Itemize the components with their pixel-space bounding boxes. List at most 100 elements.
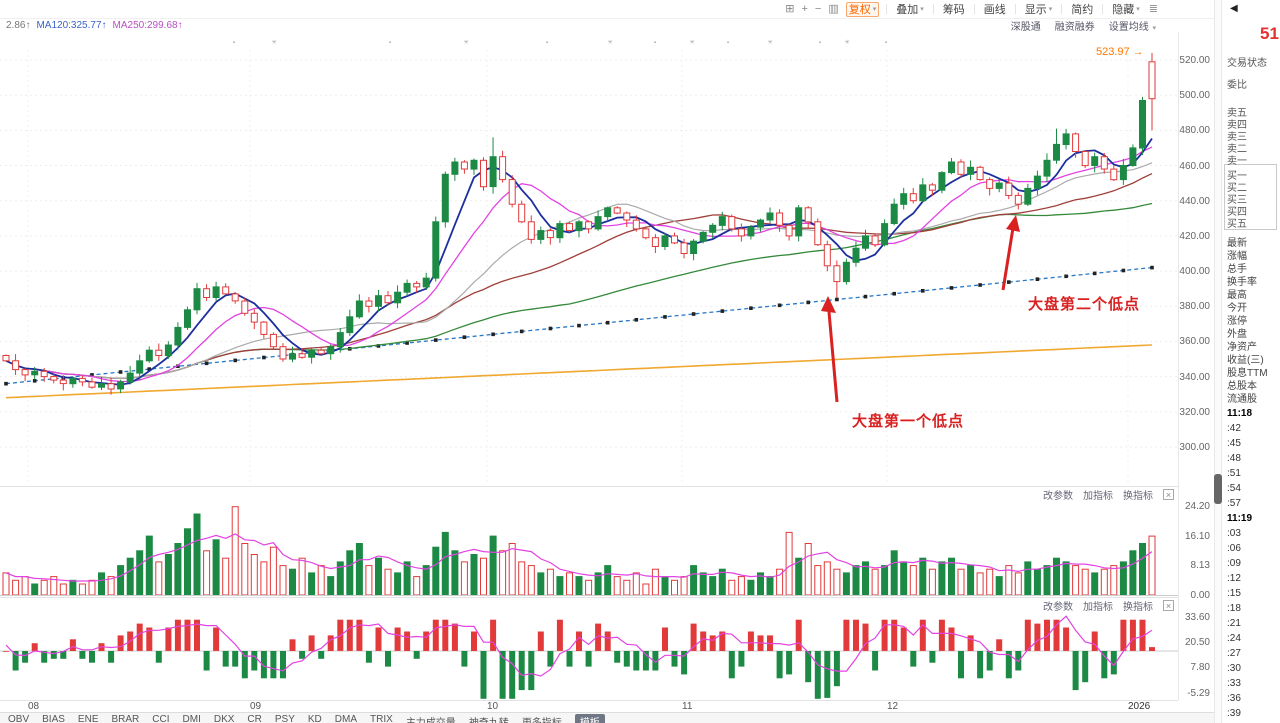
annotation-second-low: 大盘第二个低点 [1028,296,1141,313]
buy-level-label[interactable]: 买二 [1227,183,1247,194]
change-params-button[interactable]: 改参数 [1043,491,1073,502]
ma-value-partial: 2.86↑ [6,20,31,31]
annotation-first-low: 大盘第一个低点 [852,413,965,430]
candlestick-layer [2,53,1156,395]
close-panel-icon[interactable]: × [1163,489,1174,500]
caret-down-icon: ▾ [1136,6,1140,13]
fuquan-label: 复权 [848,4,871,16]
tick-time-label: :15 [1227,588,1241,599]
collapse-sidebar-icon[interactable]: ◀ [1230,3,1238,14]
set-ma-link[interactable]: 设置均线 ▾ [1108,22,1156,33]
indicator-tab[interactable]: OBV [8,714,30,723]
simple-mode-label: 简约 [1071,4,1094,16]
zoom-in-icon[interactable]: + [801,3,808,15]
high-value: 523.97 [1096,46,1130,58]
display-button[interactable]: 显示 ▾ [1023,2,1055,17]
sell-level-label[interactable]: 卖四 [1227,120,1247,131]
tick-time-label: :33 [1227,678,1241,689]
add-indicator-button[interactable]: 加指标 [1083,602,1113,613]
buy-level-label[interactable]: 买四 [1227,207,1247,218]
tick-time-label: :27 [1227,648,1241,659]
split-view-icon[interactable]: ▥ [828,3,839,15]
caret-down-icon: ▾ [1048,6,1053,13]
chips-button[interactable]: 筹码 [941,2,967,17]
switch-indicator-button[interactable]: 换指标 [1123,602,1153,613]
indicator-tab[interactable]: DMI [182,714,201,723]
tick-time-label: :03 [1227,528,1241,539]
tick-time-label: :30 [1227,663,1241,674]
toolbar-divider [1061,4,1063,14]
toolbar-divider [886,4,888,14]
simple-mode-button[interactable]: 简约 [1069,2,1095,17]
ma-legend-row: 2.86↑ MA120:325.77↑ MA250:299.68↑ 深股通 融资… [0,19,1214,33]
indicator-bars-layer [0,615,1178,699]
sell-level-label[interactable]: 卖一 [1227,156,1247,167]
add-indicator-button[interactable]: 加指标 [1083,491,1113,502]
draw-line-button[interactable]: 画线 [982,2,1008,17]
sidebar-status-label: 委比 [1227,80,1247,91]
buy-level-label[interactable]: 买一 [1227,171,1247,182]
indicator-tab[interactable]: ENE [77,714,99,723]
annotation-arrows [821,215,1020,403]
layout-panes-icon[interactable]: ⊞ [785,3,795,15]
svg-text:✳: ✳ [767,39,772,46]
shenzhen-connect-link[interactable]: 深股通 [1010,22,1041,33]
fuquan-adjust-button[interactable]: 复权 ▾ [845,1,880,17]
toolbar-divider [1014,4,1016,14]
sell-level-label[interactable]: 卖五 [1227,108,1247,119]
indicator-tab[interactable]: KD [307,714,322,723]
svg-text:✳: ✳ [271,39,276,46]
sell-level-label[interactable]: 卖三 [1227,132,1247,143]
tick-time-label: :21 [1227,618,1241,629]
buy-level-label[interactable]: 买五 [1227,219,1247,230]
grid-layer [0,32,1179,701]
sidebar-field-label: 流通股 [1227,394,1257,405]
switch-indicator-button[interactable]: 换指标 [1123,491,1153,502]
menu-icon[interactable]: ≣ [1148,3,1158,15]
toolbar-divider [1102,4,1104,14]
tick-time-label: :45 [1227,438,1241,449]
toolbar-divider [973,4,975,14]
indicator-tab[interactable]: BIAS [42,714,65,723]
indicator-tab[interactable]: BRAR [111,714,140,723]
sidebar-resize-handle[interactable] [1214,474,1222,504]
sidebar-field-label: 净资产 [1227,342,1257,353]
indicator-tab[interactable]: DKX [213,714,235,723]
indicator-tab[interactable]: CCI [152,714,170,723]
tick-time-label: :42 [1227,423,1241,434]
indicator-tab[interactable]: 神奇九转 [469,714,509,723]
svg-text:▪: ▪ [885,40,887,46]
overlay-button[interactable]: 叠加 ▾ [894,2,926,17]
hide-button[interactable]: 隐藏 ▾ [1110,2,1142,17]
indicator-tab[interactable]: CR [247,714,262,723]
indicator-tab[interactable]: DMA [334,714,358,723]
sidebar-gutter [1214,0,1222,723]
overlay-label: 叠加 [896,4,919,16]
tick-time-label: 11:19 [1227,513,1253,524]
indicator-tab[interactable]: 主力成交量 [406,714,456,723]
indicator-tab[interactable]: TRIX [370,714,393,723]
indicator-tab[interactable]: 模板 [574,714,605,723]
tick-time-label: :51 [1227,468,1241,479]
indicator-tab[interactable]: PSY [274,714,295,723]
margin-trading-link[interactable]: 融资融券 [1054,22,1095,33]
svg-text:▪: ▪ [546,40,548,46]
svg-text:✳: ✳ [607,39,612,46]
change-params-button[interactable]: 改参数 [1043,602,1073,613]
tick-time-label: :57 [1227,498,1241,509]
buy-level-label[interactable]: 买三 [1227,195,1247,206]
svg-text:▪: ▪ [654,40,656,46]
svg-text:▪: ▪ [819,40,821,46]
zoom-out-icon[interactable]: − [814,3,822,15]
sidebar-field-label: 今开 [1227,303,1247,314]
close-panel-icon[interactable]: × [1163,600,1174,611]
tick-time-label: :36 [1227,693,1241,704]
sell-level-label[interactable]: 卖二 [1227,144,1247,155]
display-label: 显示 [1024,4,1047,16]
right-arrow-icon: → [1132,46,1144,58]
indicator-panel-header: 改参数 加指标 换指标 × [1037,598,1174,613]
indicator-tab[interactable]: 更多指标 [522,714,562,723]
tick-time-label: :18 [1227,603,1241,614]
